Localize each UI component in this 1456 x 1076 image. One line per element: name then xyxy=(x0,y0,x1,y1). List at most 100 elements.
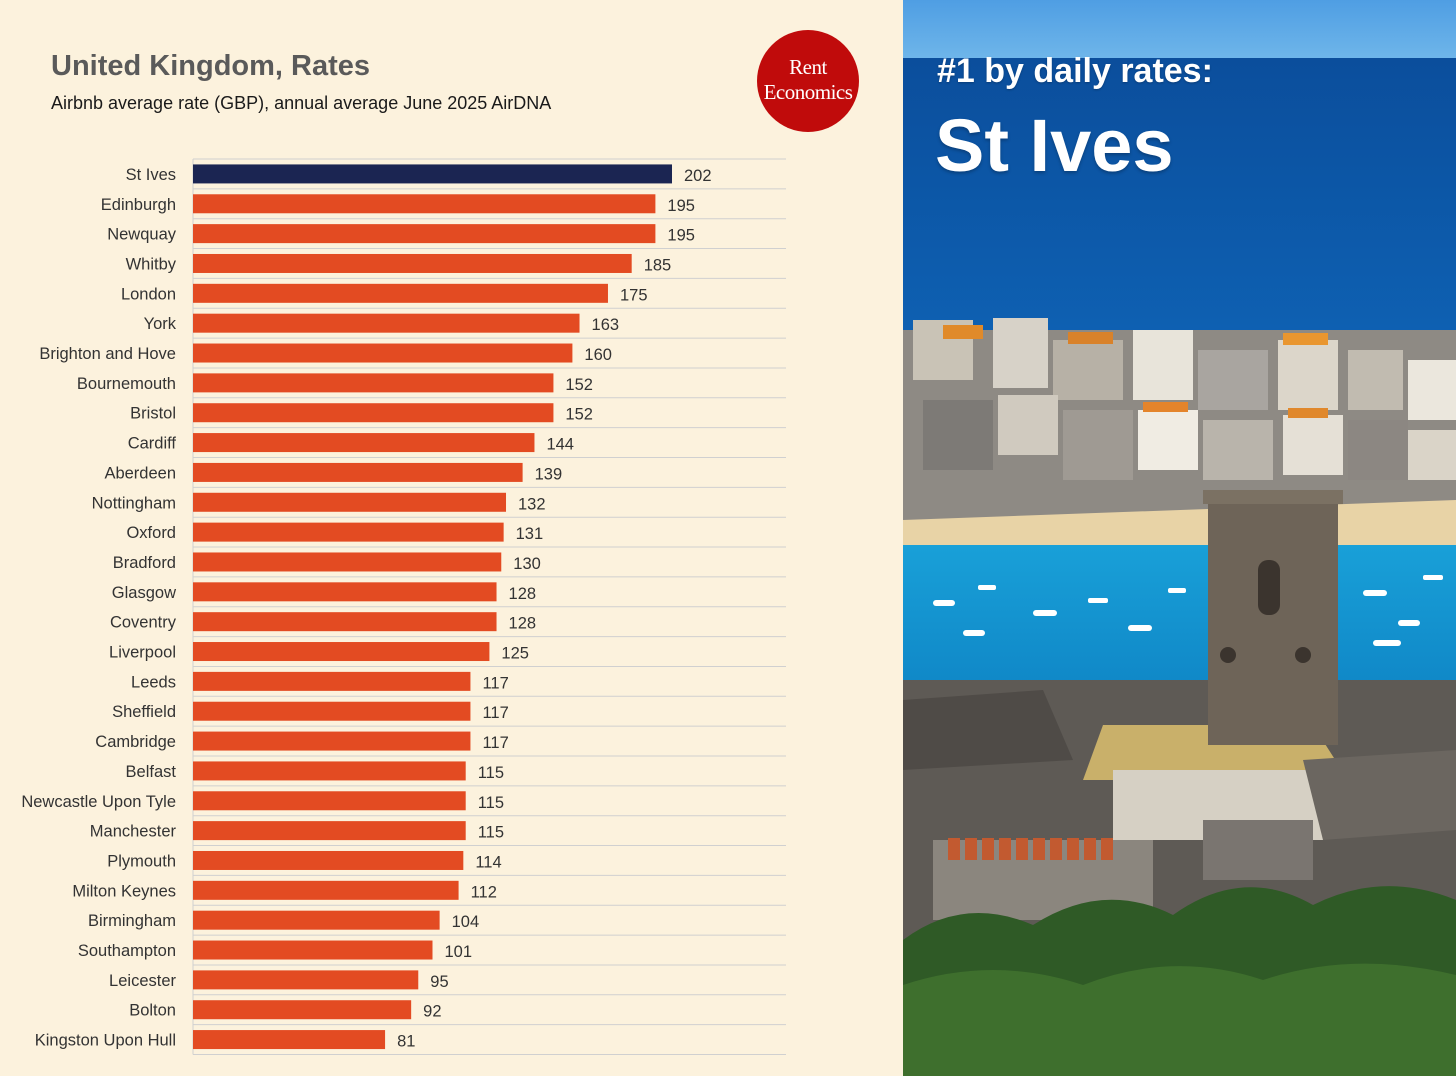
chart-title: United Kingdom, Rates xyxy=(51,50,371,82)
sky xyxy=(903,0,1456,60)
bar xyxy=(193,433,535,453)
value-label: 112 xyxy=(471,883,497,901)
bar xyxy=(193,224,656,244)
category-label: Belfast xyxy=(126,763,177,781)
value-label: 139 xyxy=(535,465,563,483)
value-label: 128 xyxy=(509,585,537,603)
rent-economics-logo: Rent Economics xyxy=(757,30,859,132)
bar xyxy=(193,582,497,602)
value-label: 175 xyxy=(620,286,648,304)
bar xyxy=(193,343,573,363)
bar xyxy=(193,791,466,811)
bar xyxy=(193,821,466,841)
category-label: Edinburgh xyxy=(101,196,176,214)
category-label: Oxford xyxy=(126,524,176,542)
value-label: 81 xyxy=(397,1033,415,1051)
category-label: Bradford xyxy=(113,554,176,572)
logo-line-1: Rent xyxy=(789,55,827,79)
category-label: Liverpool xyxy=(109,644,176,662)
category-label: Cardiff xyxy=(128,435,177,453)
bar xyxy=(193,671,471,691)
category-label: Cambridge xyxy=(95,733,176,751)
bar xyxy=(193,313,580,333)
bar xyxy=(193,850,464,870)
bar xyxy=(193,194,656,214)
bar xyxy=(193,642,490,662)
photo-panel: #1 by daily rates: St Ives xyxy=(903,0,1456,1076)
bar xyxy=(193,283,608,303)
category-label: Newcastle Upon Tyle xyxy=(21,793,176,811)
category-label: Glasgow xyxy=(112,584,176,602)
bar xyxy=(193,403,554,423)
bar xyxy=(193,164,672,184)
category-label: St Ives xyxy=(126,166,176,184)
category-label: Milton Keynes xyxy=(72,882,176,900)
bar xyxy=(193,492,507,512)
bar xyxy=(193,1000,412,1020)
value-label: 202 xyxy=(684,167,712,185)
boats xyxy=(933,575,1443,646)
value-label: 195 xyxy=(667,197,695,215)
category-label: Coventry xyxy=(110,614,177,632)
category-label: Kingston Upon Hull xyxy=(35,1032,176,1050)
bar xyxy=(193,940,433,960)
category-label: Plymouth xyxy=(107,852,176,870)
bar xyxy=(193,731,471,751)
value-label: 117 xyxy=(482,674,508,692)
value-label: 125 xyxy=(501,645,529,663)
value-label: 160 xyxy=(584,346,612,364)
far-town xyxy=(903,318,1456,530)
value-label: 115 xyxy=(478,794,504,812)
value-label: 130 xyxy=(513,555,541,573)
chart-panel: United Kingdom, Rates Airbnb average rat… xyxy=(21,30,859,1055)
value-label: 92 xyxy=(423,1003,441,1021)
value-label: 117 xyxy=(482,734,508,752)
category-label: Aberdeen xyxy=(104,464,176,482)
category-label: Leicester xyxy=(109,972,176,990)
category-label: Brighton and Hove xyxy=(39,345,176,363)
value-label: 128 xyxy=(509,615,537,633)
church-tower xyxy=(1203,490,1343,745)
value-label: 185 xyxy=(644,256,672,274)
category-label: Manchester xyxy=(90,823,177,841)
bar-chart: St Ives 202 Edinburgh 195 Newquay 195 Whitby 18… xyxy=(21,158,786,1055)
bar xyxy=(193,701,471,721)
value-label: 195 xyxy=(667,227,695,245)
bar xyxy=(193,970,419,990)
harbour xyxy=(903,545,1456,695)
category-label: York xyxy=(144,315,177,333)
value-label: 117 xyxy=(482,704,508,722)
bar xyxy=(193,1030,386,1050)
bar xyxy=(193,522,504,542)
value-label: 152 xyxy=(565,406,593,424)
value-label: 131 xyxy=(516,525,544,543)
value-label: 152 xyxy=(565,376,593,394)
category-label: Whitby xyxy=(126,255,177,273)
value-label: 144 xyxy=(546,436,574,454)
photo-headline: St Ives xyxy=(935,104,1174,187)
category-label: Bournemouth xyxy=(77,375,176,393)
category-label: Leeds xyxy=(131,673,176,691)
bar xyxy=(193,761,466,781)
category-label: Southampton xyxy=(78,942,176,960)
category-label: Newquay xyxy=(107,226,177,244)
category-label: Birmingham xyxy=(88,912,176,930)
logo-line-2: Economics xyxy=(763,80,853,104)
chart-subtitle: Airbnb average rate (GBP), annual averag… xyxy=(51,93,552,113)
value-label: 163 xyxy=(592,316,620,334)
bar xyxy=(193,612,497,632)
bar xyxy=(193,552,502,572)
value-label: 95 xyxy=(430,973,448,991)
category-label: Nottingham xyxy=(92,494,176,512)
value-label: 115 xyxy=(478,764,504,782)
photo-kicker: #1 by daily rates: xyxy=(937,52,1213,90)
value-label: 104 xyxy=(452,913,480,931)
category-label: London xyxy=(121,285,176,303)
category-label: Sheffield xyxy=(112,703,176,721)
bar xyxy=(193,880,459,900)
value-label: 132 xyxy=(518,495,546,513)
category-label: Bolton xyxy=(129,1002,176,1020)
sea xyxy=(903,58,1456,358)
category-label: Bristol xyxy=(130,405,176,423)
st-ives-photo xyxy=(903,0,1456,1076)
